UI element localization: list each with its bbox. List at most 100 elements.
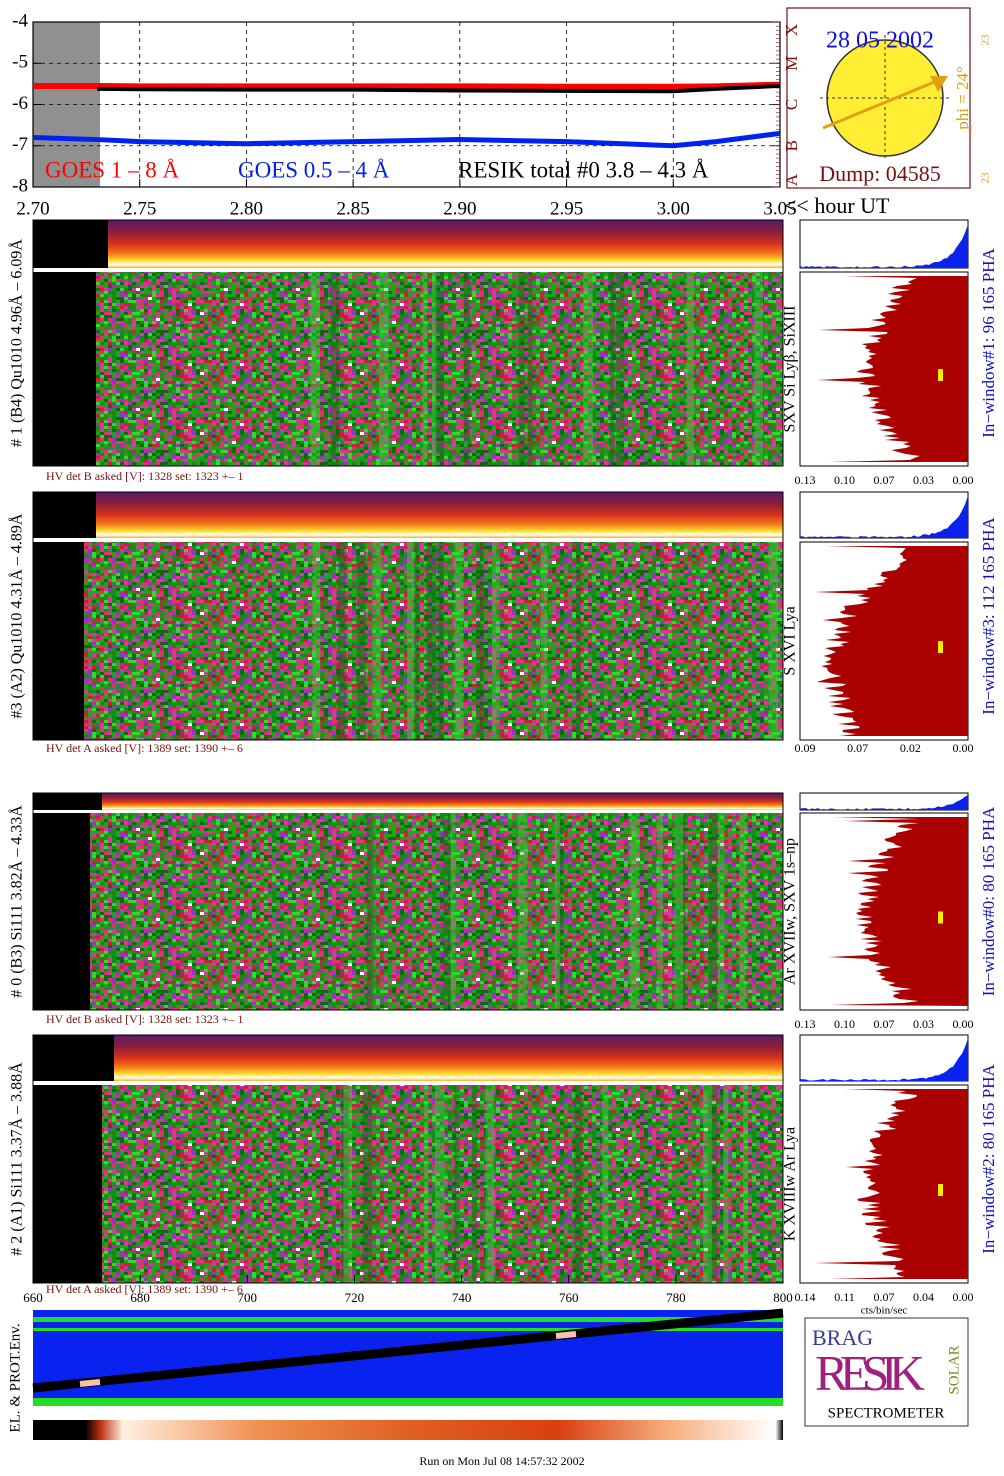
pha-frame: [799, 219, 969, 269]
hv-label: HV det A asked [V]: 1389 set: 1390 +– 6: [46, 741, 243, 755]
colorbar: [33, 1420, 783, 1440]
env-label: EL. & PROT.Env.: [7, 1323, 23, 1432]
pha-tick-label: 0.10: [834, 1017, 855, 1031]
strip-gap: [33, 793, 102, 810]
pha-tick-label: 0.07: [874, 473, 895, 487]
line-label: SXV Si Lyβ, SiXIII: [782, 306, 799, 433]
sun-arrow: [822, 76, 945, 130]
spectrogram-band: [454, 542, 464, 740]
hist-marker: [938, 641, 943, 653]
logo-frame: [804, 1317, 969, 1427]
spectrogram-band: [675, 813, 686, 1010]
x-tick-label: 3.00: [657, 198, 690, 219]
spectrogram-band: [434, 1085, 445, 1283]
hv-label: HV det B asked [V]: 1328 set: 1323 +– 1: [46, 1012, 244, 1026]
histogram: [814, 546, 968, 736]
x-tick-label: 760: [559, 1290, 579, 1305]
spectrogram-band: [476, 542, 484, 740]
spectrogram-band: [768, 542, 778, 740]
pha-tick-label: 0.02: [900, 741, 921, 755]
legend-entry: RESIK total #0 3.8 – 4.3 Å: [458, 157, 709, 182]
spectrogram-band: [576, 542, 582, 740]
spectrogram-band: [554, 813, 560, 1010]
spectrogram-band: [717, 813, 725, 1010]
spectrogram-band: [362, 1085, 372, 1283]
spectrogram-band: [517, 813, 528, 1010]
line-label: K XVIIIw Ar Lya: [782, 1127, 799, 1241]
spectrogram-gap: [33, 1085, 102, 1283]
spectrogram-band: [702, 1085, 712, 1283]
spectrogram-band: [674, 813, 684, 1010]
y2-tick-label: C: [782, 99, 801, 110]
y-tick-label: -8: [12, 175, 28, 196]
spectrogram-band: [424, 1085, 429, 1283]
y2-tick-label: B: [782, 140, 801, 151]
window-label: In−window#0: 80 165 PHA: [979, 806, 998, 996]
sun-frame: [786, 7, 971, 189]
spectrogram-band: [518, 272, 525, 466]
spectrogram-gap: [33, 813, 90, 1010]
spectrogram-band: [656, 813, 663, 1010]
spectrogram-band: [742, 1085, 749, 1283]
spectrogram-band: [492, 542, 500, 740]
strip-gap: [33, 1035, 114, 1081]
panel-frame: [32, 1034, 784, 1284]
pha-frame: [799, 491, 969, 539]
spectrogram: [33, 542, 783, 740]
logo-solar: SOLAR: [946, 1345, 962, 1394]
env-band: [33, 1328, 783, 1331]
spectrogram-band: [601, 1085, 609, 1283]
spectrogram-band: [527, 272, 533, 466]
pha-spectrum: [800, 224, 968, 268]
detector-label: # 1 (B4) Qu1010 4.96Å – 6.09Å: [8, 239, 26, 447]
pha-tick-label: 0.03: [913, 1017, 934, 1031]
spectrogram-band: [754, 272, 763, 466]
logo-brag: BRAG: [812, 1325, 873, 1350]
pha-frame: [799, 1034, 969, 1082]
x-tick-label: 800: [773, 1290, 793, 1305]
date: 28 05 2002: [826, 28, 934, 54]
strip-gap: [33, 220, 108, 268]
legend-entry: GOES 0.5 – 4 Å: [238, 157, 390, 182]
x-tick-label: 2.95: [550, 198, 583, 219]
x-tick-label: 700: [238, 1290, 258, 1305]
spectrum-strip: [33, 492, 783, 538]
y-tick-label: -6: [12, 93, 28, 114]
spectrogram-band: [312, 542, 321, 740]
spectrogram-band: [422, 272, 427, 466]
x-tick-label: 2.80: [230, 198, 263, 219]
spectrogram-band: [414, 542, 419, 740]
spectrogram-band: [708, 813, 717, 1010]
pha-tick-label: 0.07: [847, 741, 868, 755]
x-tick-label: 2.75: [123, 198, 156, 219]
hv-label: HV det A asked [V]: 1389 set: 1390 +– 6: [46, 1282, 243, 1296]
panel-frame: [32, 219, 784, 467]
spectrogram-band: [629, 813, 640, 1010]
spectrogram-band: [450, 813, 456, 1010]
spectrogram-band: [723, 1085, 729, 1283]
pha-tick-label: 0.00: [953, 473, 974, 487]
y-tick-label: -5: [12, 52, 28, 73]
spectrogram-band: [443, 813, 451, 1010]
spectrogram-band: [437, 542, 444, 740]
pha-tick-label: 0.13: [795, 473, 816, 487]
env-marker: [79, 1379, 101, 1387]
y2-tick-label: M: [782, 56, 801, 71]
spectrogram-band: [426, 542, 437, 740]
histogram: [814, 1089, 968, 1279]
spectrogram-band: [453, 1085, 460, 1283]
spectrogram-band: [434, 272, 444, 466]
phi: phi = 24°: [953, 66, 972, 130]
spectrogram-band: [739, 813, 747, 1010]
line-label: S XVI Lya: [782, 606, 799, 675]
pha-tick-label: 0.14: [795, 1290, 816, 1304]
spectrogram-band: [330, 272, 339, 466]
pha-tick-label: 0.11: [834, 1290, 855, 1304]
spectrogram-band: [407, 542, 416, 740]
spectrogram-band: [540, 542, 548, 740]
histogram: [828, 817, 968, 1006]
spectrogram-band: [341, 1085, 350, 1283]
spectrogram-band: [366, 813, 375, 1010]
footer: Run on Mon Jul 08 14:57:32 2002: [419, 1454, 584, 1468]
